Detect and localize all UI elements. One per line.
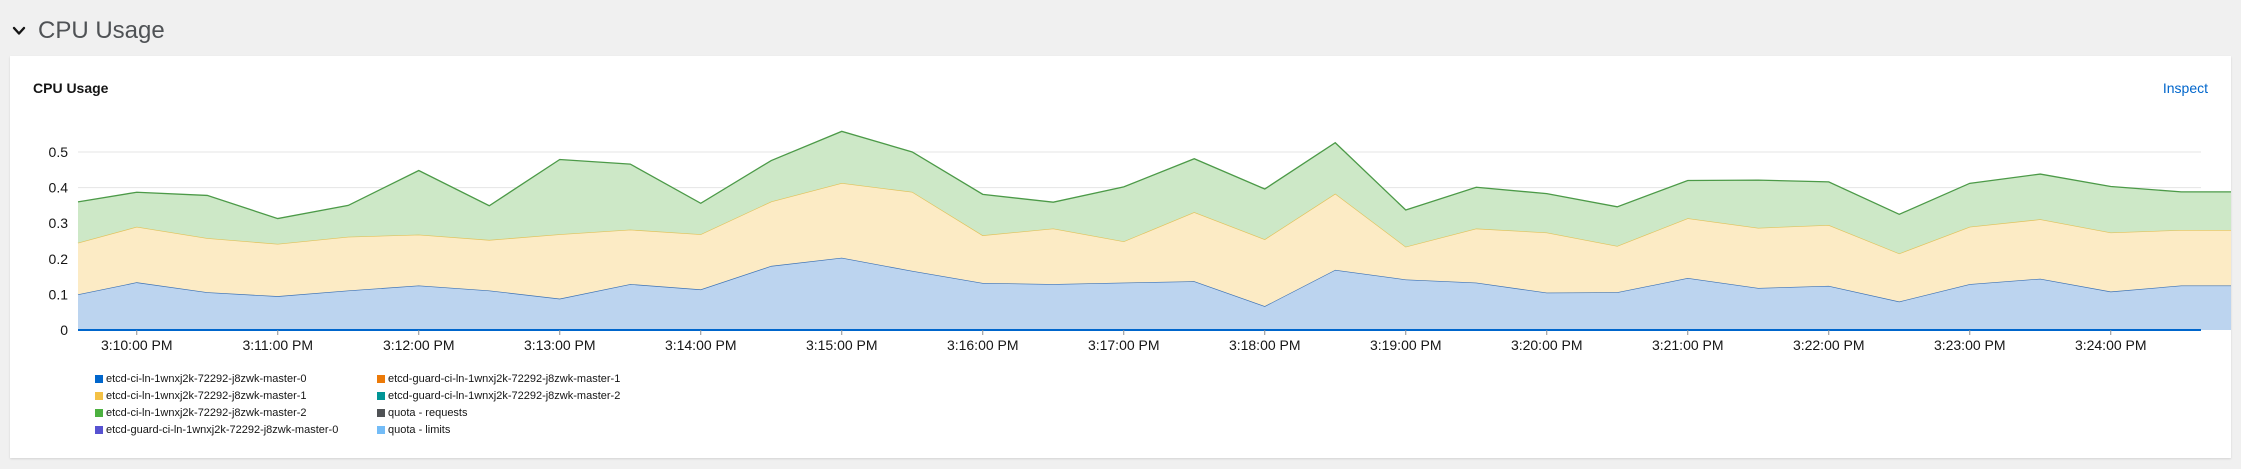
legend-label: etcd-guard-ci-ln-1wnxj2k-72292-j8zwk-mas…	[388, 372, 621, 385]
legend-swatch	[95, 391, 103, 400]
x-tick-label: 3:16:00 PM	[947, 337, 1019, 353]
y-tick-label: 0.4	[49, 180, 69, 196]
x-tick-label: 3:15:00 PM	[806, 337, 878, 353]
cpu-usage-chart: 0 0.1 0.2 0.3 0.4 0.5 3:10:00 PM 3:11:00 PM 3:12…	[49, 130, 2231, 353]
x-tick-label: 3:20:00 PM	[1511, 337, 1583, 353]
x-tick-label: 3:19:00 PM	[1370, 337, 1442, 353]
y-tick-label: 0	[60, 322, 68, 338]
legend-swatch	[377, 425, 385, 434]
section-title[interactable]: CPU Usage	[38, 17, 165, 44]
card-title: CPU Usage	[33, 80, 109, 96]
x-tick-label: 3:13:00 PM	[524, 337, 596, 353]
section-header: CPU Usage	[12, 14, 165, 48]
legend-swatch	[95, 425, 103, 434]
series-area-2	[78, 131, 2231, 254]
y-tick-label: 0.1	[49, 286, 69, 302]
legend-item[interactable]: etcd-guard-ci-ln-1wnxj2k-72292-j8zwk-mas…	[95, 423, 377, 436]
y-tick-label: 0.2	[49, 251, 69, 267]
legend-swatch	[95, 408, 103, 417]
legend-label: etcd-ci-ln-1wnxj2k-72292-j8zwk-master-0	[106, 372, 307, 385]
legend-item[interactable]: etcd-ci-ln-1wnxj2k-72292-j8zwk-master-1	[95, 389, 377, 402]
legend-swatch	[95, 374, 103, 383]
x-tick-label: 3:10:00 PM	[101, 337, 173, 353]
legend-swatch	[377, 374, 385, 383]
x-tick-label: 3:22:00 PM	[1793, 337, 1865, 353]
legend-label: etcd-ci-ln-1wnxj2k-72292-j8zwk-master-2	[106, 406, 307, 419]
legend-label: quota - limits	[388, 423, 451, 436]
x-tick-label: 3:24:00 PM	[2075, 337, 2147, 353]
series-line-2	[77, 130, 2231, 220]
legend-item[interactable]: etcd-ci-ln-1wnxj2k-72292-j8zwk-master-2	[95, 406, 377, 419]
chart-legend: etcd-ci-ln-1wnxj2k-72292-j8zwk-master-0 e…	[95, 372, 659, 436]
legend-label: quota - requests	[388, 406, 468, 419]
x-tick-label: 3:17:00 PM	[1088, 337, 1160, 353]
legend-item[interactable]: etcd-guard-ci-ln-1wnxj2k-72292-j8zwk-mas…	[377, 372, 659, 385]
y-tick-label: 0.3	[49, 215, 69, 231]
legend-item[interactable]: quota - requests	[377, 406, 659, 419]
legend-swatch	[377, 391, 385, 400]
legend-label: etcd-guard-ci-ln-1wnxj2k-72292-j8zwk-mas…	[388, 389, 621, 402]
legend-item[interactable]: etcd-ci-ln-1wnxj2k-72292-j8zwk-master-0	[95, 372, 377, 385]
x-tick-label: 3:21:00 PM	[1652, 337, 1724, 353]
legend-label: etcd-guard-ci-ln-1wnxj2k-72292-j8zwk-mas…	[106, 423, 339, 436]
inspect-link[interactable]: Inspect	[2162, 80, 2208, 96]
legend-item[interactable]: etcd-guard-ci-ln-1wnxj2k-72292-j8zwk-mas…	[377, 389, 659, 402]
series-area-0	[78, 257, 2231, 330]
x-tick-label: 3:23:00 PM	[1934, 337, 2006, 353]
legend-item[interactable]: quota - limits	[377, 423, 659, 436]
y-tick-label: 0.5	[49, 144, 69, 160]
x-tick-label: 3:12:00 PM	[383, 337, 455, 353]
x-tick-label: 3:14:00 PM	[665, 337, 737, 353]
chevron-down-icon[interactable]	[12, 24, 26, 38]
x-tick-label: 3:18:00 PM	[1229, 337, 1301, 353]
chart-card: 0 0.1 0.2 0.3 0.4 0.5 3:10:00 PM 3:11:00 PM 3:12…	[10, 56, 2231, 458]
series-area-1	[78, 182, 2231, 307]
x-tick-label: 3:11:00 PM	[242, 337, 313, 353]
legend-label: etcd-ci-ln-1wnxj2k-72292-j8zwk-master-1	[106, 389, 307, 402]
legend-swatch	[377, 408, 385, 417]
